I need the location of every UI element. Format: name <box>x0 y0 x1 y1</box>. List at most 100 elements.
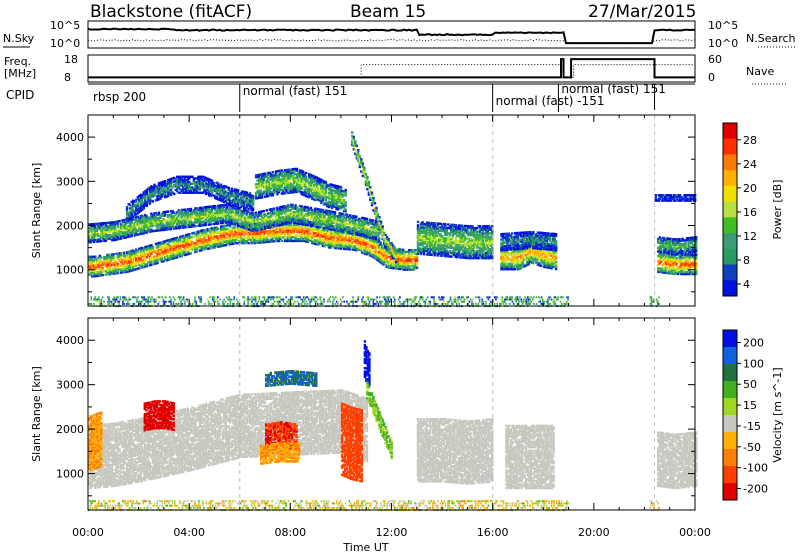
echo-cell <box>381 234 383 236</box>
freq-panel: Freq. [MHz] 18 8 60 0 Nave <box>4 53 786 84</box>
echo-cell <box>137 230 139 232</box>
echo-cell <box>158 212 160 214</box>
echo-cell <box>395 261 397 263</box>
echo-cell <box>345 201 347 203</box>
echo-cell <box>237 189 239 191</box>
echo-cell <box>307 219 309 221</box>
echo-cell <box>345 189 347 191</box>
echo-cell <box>340 186 342 188</box>
echo-cell <box>212 182 214 184</box>
echo-cell <box>375 207 377 209</box>
echo-cell <box>300 184 302 186</box>
echo-cell <box>102 267 104 269</box>
echo-cell <box>137 250 139 252</box>
echo-cell <box>372 219 374 221</box>
echo-cell <box>152 245 154 247</box>
echo-cell <box>381 225 383 227</box>
echo-cell <box>302 213 304 215</box>
cpid-label: CPID <box>6 88 34 102</box>
nsearch-tick-low: 10^0 <box>708 37 738 50</box>
nsky-panel: N.Sky 10^5 10^0 10^5 10^0 N.Search <box>3 19 796 50</box>
echo-cell <box>322 185 324 187</box>
echo-cell <box>363 167 365 169</box>
echo-cell <box>260 189 262 191</box>
echo-cell <box>181 255 183 257</box>
echo-cell <box>152 200 154 202</box>
echo-cell <box>167 210 169 212</box>
echo-cell <box>317 186 319 188</box>
echo-cell <box>112 253 114 255</box>
echo-cell <box>193 235 195 237</box>
echo-cell <box>355 216 357 218</box>
echo-cell <box>378 216 380 218</box>
echo-cell <box>247 211 249 213</box>
echo-cell <box>349 227 351 229</box>
echo-cell <box>231 188 233 190</box>
echo-cell <box>161 255 163 257</box>
echo-cell <box>417 221 419 223</box>
echo-cell <box>411 261 413 263</box>
nsky-tick-low: 10^0 <box>50 37 80 50</box>
echo-cell <box>334 211 336 213</box>
echo-cell <box>366 218 368 220</box>
echo-cell <box>362 162 364 164</box>
echo-cell <box>175 242 177 244</box>
cpid-mode-label: rbsp 200 <box>93 90 146 104</box>
echo-cell <box>354 140 356 142</box>
echo-cell <box>162 260 164 262</box>
echo-cell <box>266 209 268 211</box>
echo-cell <box>383 232 385 234</box>
freq-tick-high: 18 <box>64 53 78 66</box>
echo-cell <box>395 249 397 251</box>
echo-cell <box>120 252 122 254</box>
echo-cell <box>394 247 396 249</box>
power-data <box>88 131 697 307</box>
echo-cell <box>190 208 192 210</box>
echo-cell <box>353 136 355 138</box>
echo-cell <box>384 234 386 236</box>
echo-cell <box>379 242 381 244</box>
echo-cell <box>228 187 230 189</box>
echo-cell <box>281 240 283 242</box>
nave-label: Nave <box>746 65 774 78</box>
echo-cell <box>275 216 277 218</box>
echo-cell <box>144 258 146 260</box>
echo-cell <box>310 233 312 235</box>
echo-cell <box>273 207 275 209</box>
echo-cell <box>380 221 382 223</box>
echo-cell <box>307 180 309 182</box>
echo-cell <box>188 233 190 235</box>
freq-tick-low: 8 <box>64 71 71 84</box>
echo-cell <box>216 196 218 198</box>
echo-cell <box>346 214 348 216</box>
nsky-tick-high: 10^5 <box>50 19 80 32</box>
echo-cell <box>217 182 219 184</box>
echo-cell <box>126 206 128 208</box>
echo-cell <box>100 256 102 258</box>
echo-cell <box>146 263 148 265</box>
echo-cell <box>211 180 213 182</box>
echo-cell <box>137 203 139 205</box>
echo-cell <box>381 245 383 247</box>
echo-cell <box>368 181 370 183</box>
echo-cell <box>323 227 325 229</box>
echo-cell <box>341 213 343 215</box>
echo-cell <box>302 171 304 173</box>
echo-cell <box>217 228 219 230</box>
echo-cell <box>252 207 254 209</box>
echo-cell <box>391 242 393 244</box>
echo-cell <box>247 242 249 244</box>
echo-cell <box>349 214 351 216</box>
echo-cell <box>417 224 419 226</box>
echo-cell <box>263 210 265 212</box>
echo-cell <box>416 267 418 269</box>
echo-cell <box>200 235 202 237</box>
echo-cell <box>370 250 372 252</box>
nave-tick-high: 60 <box>708 53 722 66</box>
echo-cell <box>369 186 371 188</box>
echo-cell <box>357 149 359 151</box>
echo-cell <box>172 186 174 188</box>
echo-cell <box>164 180 166 182</box>
echo-cell <box>359 155 361 157</box>
echo-cell <box>114 256 116 258</box>
